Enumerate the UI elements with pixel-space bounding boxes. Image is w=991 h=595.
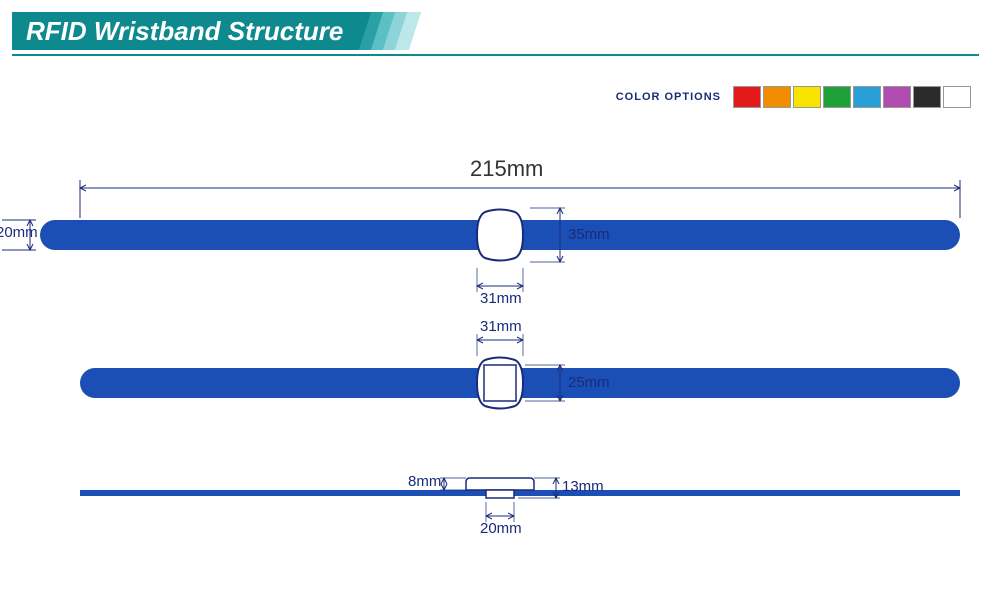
- side-cap: [466, 478, 534, 490]
- dim-31mm-b: 31mm: [480, 318, 522, 335]
- dim-25mm: 25mm: [568, 374, 610, 391]
- swatch-orange: [763, 86, 791, 108]
- swatch-white: [943, 86, 971, 108]
- swatch-purple: [883, 86, 911, 108]
- swatch-green: [823, 86, 851, 108]
- dim-13mm: 13mm: [562, 478, 604, 495]
- header-rule: [12, 54, 979, 56]
- dim-8mm: 8mm: [408, 473, 441, 490]
- head-top: [477, 210, 523, 261]
- dim-35mm: 35mm: [568, 226, 610, 243]
- color-options: COLOR OPTIONS: [616, 86, 971, 108]
- wristband-diagram: 215mm 20mm 35mm 31mm 31mm 25mm 8mm 13mm …: [0, 160, 991, 585]
- head-mid-inner: [484, 365, 516, 401]
- swatch-black: [913, 86, 941, 108]
- diagram-svg: [0, 160, 991, 580]
- color-options-label: COLOR OPTIONS: [616, 91, 721, 103]
- color-swatches: [733, 86, 971, 108]
- band-side: [80, 490, 960, 496]
- dim-20mm: 20mm: [0, 224, 38, 241]
- header-stripes: [355, 12, 415, 50]
- page-title: RFID Wristband Structure: [12, 12, 361, 50]
- swatch-blue: [853, 86, 881, 108]
- dim-31mm-a: 31mm: [480, 290, 522, 307]
- dim-215mm: 215mm: [470, 156, 543, 182]
- swatch-yellow: [793, 86, 821, 108]
- header-bar: RFID Wristband Structure: [12, 12, 979, 50]
- side-base: [486, 490, 514, 498]
- swatch-red: [733, 86, 761, 108]
- title-text: RFID Wristband Structure: [26, 16, 343, 47]
- dim-20mm-base: 20mm: [480, 520, 522, 537]
